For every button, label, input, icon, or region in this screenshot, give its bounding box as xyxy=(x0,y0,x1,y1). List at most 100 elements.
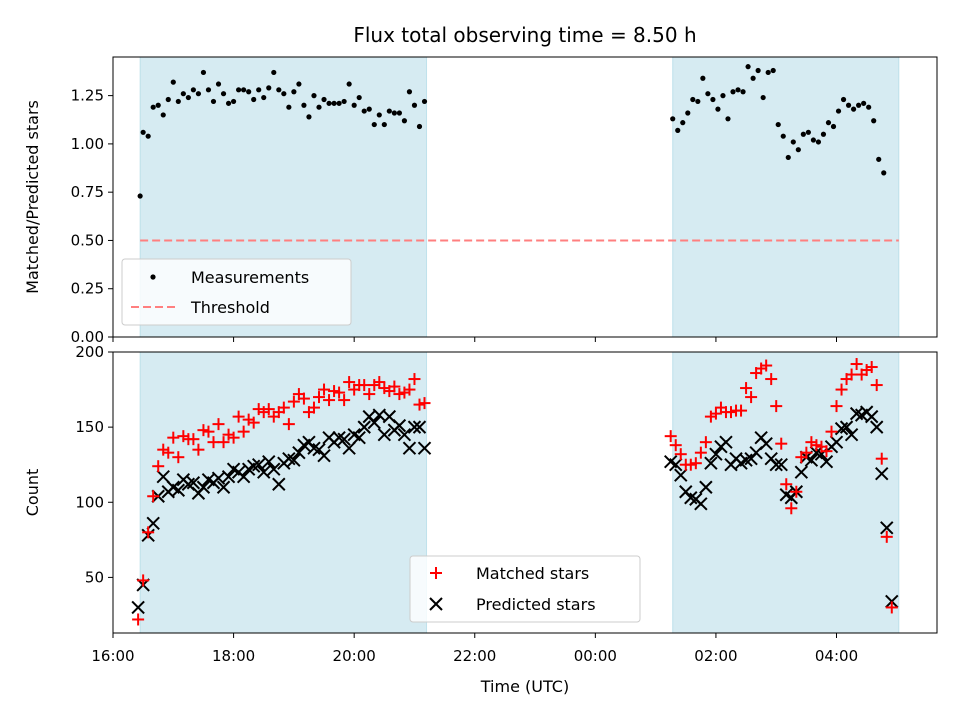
measurement-point xyxy=(735,87,741,93)
matched-star-marker xyxy=(740,382,753,395)
predicted-star-marker xyxy=(292,445,306,460)
measurement-point xyxy=(815,139,822,145)
y-tick-label: 0.50 xyxy=(71,231,104,249)
predicted-star-marker xyxy=(236,470,251,484)
measurement-point xyxy=(266,85,272,91)
predicted-star-marker xyxy=(674,468,688,482)
predicted-star-marker xyxy=(885,594,899,609)
matched-star-marker xyxy=(674,448,687,461)
legend-measurement-marker xyxy=(150,274,156,280)
y-tick-label: 0.25 xyxy=(71,280,104,298)
measurement-point xyxy=(705,91,711,97)
measurement-point xyxy=(346,81,352,87)
predicted-star-marker xyxy=(699,480,713,494)
measurement-point xyxy=(850,106,857,112)
measurement-point xyxy=(145,133,151,139)
matched-star-marker xyxy=(785,502,798,515)
measurement-point xyxy=(301,102,307,108)
measurement-point xyxy=(341,98,347,105)
measurement-point xyxy=(376,112,382,118)
measurement-point xyxy=(690,96,696,103)
matched-star-marker xyxy=(669,439,682,452)
predicted-star-marker xyxy=(171,483,186,497)
predicted-star-marker xyxy=(709,447,723,461)
measurement-point xyxy=(210,98,217,105)
measurement-point xyxy=(155,102,161,108)
matched-star-marker xyxy=(689,457,702,470)
measurement-point xyxy=(840,96,847,103)
top-y-ticks: 0.00 0.25 0.50 0.75 1.00 1.25 xyxy=(71,87,113,346)
measurement-point xyxy=(685,110,691,116)
measurement-point xyxy=(246,89,252,95)
measurement-point xyxy=(215,81,222,87)
predicted-star-marker xyxy=(186,476,201,490)
matched-star-marker xyxy=(775,437,788,450)
matched-star-marker xyxy=(307,401,320,414)
x-tick-label: 00:00 xyxy=(574,647,617,665)
measurement-point xyxy=(745,64,751,70)
predicted-star-marker xyxy=(839,420,854,434)
measurement-point xyxy=(311,93,317,99)
matched-star-marker xyxy=(825,425,838,438)
measurement-point xyxy=(730,89,736,95)
measurement-point xyxy=(291,89,297,95)
predicted-star-marker xyxy=(412,420,427,434)
legend-threshold-label: Threshold xyxy=(190,298,270,317)
predicted-star-marker xyxy=(875,467,889,481)
top-legend: Measurements Threshold xyxy=(121,258,352,326)
legend-predicted-marker xyxy=(429,597,443,611)
predicted-star-marker xyxy=(332,430,346,445)
measurement-point xyxy=(271,69,277,76)
matched-star-marker xyxy=(338,394,351,407)
matched-star-marker xyxy=(388,380,401,393)
matched-star-marker xyxy=(277,401,290,414)
predicted-star-marker xyxy=(684,491,698,505)
predicted-star-marker xyxy=(417,441,432,455)
x-tick-label: 20:00 xyxy=(333,647,376,665)
matched-star-marker xyxy=(162,446,175,459)
measurement-point xyxy=(386,108,392,114)
matched-star-marker xyxy=(227,431,240,444)
predicted-star-marker xyxy=(196,480,211,494)
measurement-point xyxy=(160,112,166,118)
measurement-point xyxy=(710,96,716,103)
predicted-star-marker xyxy=(246,459,261,473)
predicted-star-marker xyxy=(156,470,170,484)
bottom-y-ticks: 50 100 150 200 xyxy=(75,343,113,586)
predicted-star-marker xyxy=(262,454,276,469)
y-tick-label: 100 xyxy=(75,493,104,511)
y-tick-label: 0.00 xyxy=(71,328,104,346)
measurement-point xyxy=(720,93,726,99)
measurement-point xyxy=(871,118,877,124)
predicted-star-marker xyxy=(342,441,356,455)
measurement-point xyxy=(286,104,292,110)
measurement-point xyxy=(760,94,766,101)
matched-star-marker xyxy=(323,394,336,407)
measurement-point xyxy=(765,69,771,76)
measurement-point xyxy=(830,123,837,130)
predicted-star-marker xyxy=(392,418,407,433)
measurement-point xyxy=(316,104,322,110)
matched-star-marker xyxy=(393,388,406,401)
measurement-point xyxy=(800,131,806,137)
predicted-star-marker xyxy=(216,480,231,494)
matched-star-marker xyxy=(287,395,300,408)
bottom-x-ticks: 16:00 18:00 20:00 22:00 00:00 02:00 04:00 xyxy=(91,633,858,665)
matched-star-marker xyxy=(167,431,180,444)
measurement-point xyxy=(680,120,686,126)
measurement-point xyxy=(845,102,852,108)
predicted-star-marker xyxy=(669,457,683,472)
predicted-star-marker xyxy=(402,441,417,455)
measurement-point xyxy=(236,87,242,93)
matched-star-marker xyxy=(137,574,150,587)
bottom-legend: Matched stars Predicted stars xyxy=(409,555,641,623)
matched-star-marker xyxy=(282,418,295,431)
predicted-star-marker xyxy=(774,457,788,472)
matched-star-marker xyxy=(810,439,823,452)
measurement-point xyxy=(241,87,247,93)
measurement-point xyxy=(321,96,327,103)
predicted-star-marker xyxy=(397,427,412,442)
measurement-point xyxy=(195,91,202,97)
chart-title: Flux total observing time = 8.50 h xyxy=(353,23,696,47)
